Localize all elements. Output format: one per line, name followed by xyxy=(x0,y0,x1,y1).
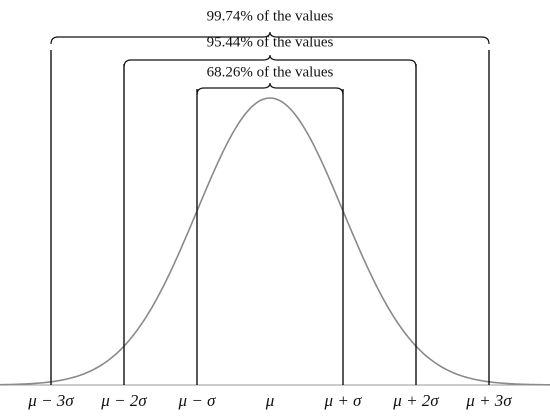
bracket-label: 95.44% of the values xyxy=(207,34,334,50)
axis-label: μ xyxy=(265,391,275,410)
bracket xyxy=(50,31,490,45)
bracket xyxy=(123,54,417,68)
bracket xyxy=(196,82,344,96)
bracket-label: 68.26% of the values xyxy=(207,64,334,80)
axis-label: μ + 2σ xyxy=(392,391,439,410)
axis-label: μ + 3σ xyxy=(465,391,512,410)
axis-label: μ − 2σ xyxy=(100,391,147,410)
bracket-label: 99.74% of the values xyxy=(207,8,334,24)
axis-label: μ + σ xyxy=(324,391,363,410)
bell-curve xyxy=(0,97,550,386)
axis-label: μ − σ xyxy=(178,391,217,410)
axis-label: μ − 3σ xyxy=(27,391,74,410)
